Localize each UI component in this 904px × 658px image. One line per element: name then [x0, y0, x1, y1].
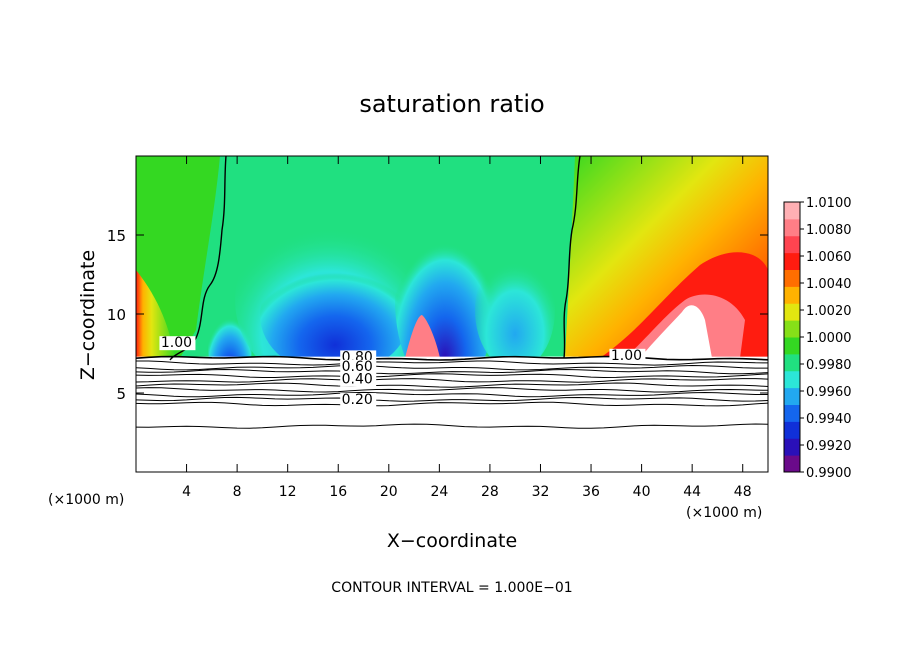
x-tick-label: 4: [182, 484, 191, 500]
contour-label-bg: [340, 359, 377, 374]
colorbar-label: 0.9960: [806, 385, 852, 400]
y-tick-label: 10: [107, 306, 126, 324]
contour-line-low: [136, 368, 768, 375]
colorbar-label: 0.9900: [806, 466, 852, 481]
contour-label-bg: [340, 372, 377, 387]
colorbar-swatch: [784, 235, 800, 254]
y-tick-label: 5: [116, 385, 126, 403]
dry-halo-east: [475, 250, 555, 370]
colorbar-swatch: [784, 202, 800, 220]
x-tick-label: 20: [380, 484, 398, 500]
x-axis-label: X−coordinate: [387, 530, 517, 552]
colorbar-swatch: [784, 438, 800, 456]
y-axis: 5 10 15: [107, 227, 768, 403]
colorbar-swatch: [784, 370, 800, 389]
colorbar-swatch: [784, 353, 800, 372]
x-tick-label: 36: [582, 484, 600, 500]
x-tick-label: 16: [329, 484, 347, 500]
colorbar: 1.0100 1.0080 1.0060 1.0040 1.0020 1.0000 0.99…: [783, 196, 852, 481]
contour-line-low: [136, 364, 768, 371]
contour-line-low: [136, 401, 768, 407]
y-tick-label: 15: [107, 227, 126, 245]
colorbar-label: 1.0020: [806, 304, 852, 319]
moist-bump-center: [405, 315, 440, 358]
contour-line-low: [136, 355, 768, 361]
saturation-field: [136, 156, 768, 472]
colorbar-label: 1.0100: [806, 196, 852, 211]
contour-label: 0.20: [342, 392, 373, 408]
y-axis-label: Z−coordinate: [77, 250, 99, 380]
contour-line-low: [136, 373, 768, 379]
chart-title: saturation ratio: [359, 90, 544, 118]
x-tick-label: 24: [430, 484, 448, 500]
colorbar-label: 1.0040: [806, 277, 852, 292]
contour-label-bg: [609, 348, 646, 363]
dry-region-center: [260, 255, 410, 375]
colorbar-label: 0.9940: [806, 412, 852, 427]
contour-label: 1.00: [611, 348, 642, 364]
x-tick-label: 8: [233, 484, 242, 500]
x-tick-label: 12: [279, 484, 297, 500]
contour-line-low: [136, 378, 768, 383]
x-unit-label-right: (×1000 m): [686, 505, 762, 521]
contour-line-low: [136, 387, 768, 393]
colorbar-swatch: [784, 404, 800, 422]
colorbar-label: 0.9980: [806, 358, 852, 373]
contour-line-low: [136, 382, 768, 388]
colorbar-label: 0.9920: [806, 439, 852, 454]
colorbar-swatch: [784, 218, 800, 237]
x-tick-label: 44: [683, 484, 701, 500]
contour-line-low: [136, 360, 768, 366]
contour-label: 1.00: [161, 335, 192, 351]
colorbar-label: 1.0080: [806, 223, 852, 238]
contour-label-bg: [159, 336, 196, 351]
supersaturated-core-east: [640, 305, 712, 358]
contour-interval-note: CONTOUR INTERVAL = 1.000E−01: [331, 580, 572, 596]
x-tick-label: 48: [734, 484, 752, 500]
moist-region-west: [136, 270, 175, 358]
colorbar-swatch: [784, 303, 800, 321]
colorbar-swatch: [784, 252, 800, 270]
colorbar-label: 1.0060: [806, 250, 852, 265]
contour-label: 0.60: [342, 359, 373, 375]
contour-line-low: [136, 391, 768, 398]
colorbar-swatch: [784, 455, 800, 473]
colorbar-label: 1.0000: [806, 331, 852, 346]
contour-labels: 1.001.000.800.600.400.20: [159, 335, 646, 408]
colorbar-swatch: [784, 269, 800, 287]
colorbar-swatch: [784, 320, 800, 338]
colorbar-swatch: [784, 387, 800, 405]
contour-label-bg: [340, 393, 377, 408]
contour-line-low: [136, 423, 768, 429]
colorbar-swatch: [784, 286, 800, 304]
colorbar-swatch: [784, 337, 800, 355]
x-tick-label: 40: [633, 484, 651, 500]
colorbar-swatch: [784, 421, 800, 439]
x-tick-label: 28: [481, 484, 499, 500]
contour-label: 0.40: [342, 372, 373, 388]
x-tick-label: 32: [532, 484, 550, 500]
x-unit-label-left: (×1000 m): [48, 492, 124, 508]
contour-line-1-00-east: [563, 156, 581, 359]
x-axis: 4 8 12 16 20 24 28 32 36 40 44 48: [182, 156, 752, 500]
contour-line-low: [136, 396, 768, 402]
